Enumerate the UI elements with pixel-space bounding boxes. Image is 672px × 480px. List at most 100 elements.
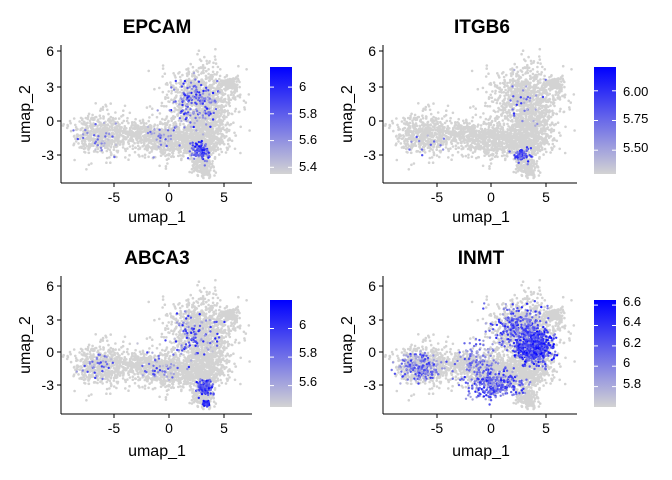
cell-point: [214, 108, 218, 111]
cell-point: [513, 154, 516, 157]
cell-point: [211, 340, 214, 343]
scatter-points: [61, 47, 251, 180]
cell-point: [469, 348, 472, 351]
cell-point: [535, 340, 538, 343]
cell-point: [172, 364, 176, 367]
cell-point: [167, 139, 170, 142]
cell-point: [203, 353, 206, 356]
cell-point: [415, 374, 418, 377]
cell-point: [495, 323, 499, 327]
cell-point: [471, 398, 474, 401]
cell-point: [488, 329, 491, 332]
cell-point: [177, 349, 180, 352]
cell-point: [507, 316, 510, 320]
cell-point: [204, 152, 208, 155]
cell-point: [188, 85, 191, 89]
cell-point: [523, 352, 526, 356]
cell-point: [158, 369, 162, 372]
cell-point: [141, 364, 144, 368]
cell-point: [468, 368, 471, 371]
cell-point: [477, 394, 480, 397]
cell-point: [525, 302, 529, 305]
cell-point: [490, 390, 493, 393]
cell-point: [105, 355, 108, 359]
cell-point: [152, 364, 155, 367]
cell-point: [503, 345, 506, 348]
cell-point: [521, 119, 524, 123]
cell-point: [158, 145, 161, 149]
cell-point: [546, 344, 549, 347]
cell-point: [178, 322, 181, 325]
cell-point: [522, 387, 525, 390]
cell-point: [187, 341, 191, 344]
cell-point: [488, 380, 491, 384]
cell-point: [493, 376, 496, 379]
cell-point: [198, 112, 201, 115]
cell-point: [211, 118, 215, 121]
cell-point: [195, 129, 198, 132]
cell-point: [474, 390, 477, 393]
cell-point: [522, 97, 525, 100]
cell-point: [519, 319, 522, 323]
colorbar-tick-label: 6: [299, 317, 306, 332]
cell-point: [543, 342, 546, 345]
x-tick-label: 5: [220, 420, 228, 436]
cell-point: [207, 151, 210, 154]
cell-point: [100, 365, 104, 368]
cell-point: [524, 328, 527, 331]
x-tick-label: -5: [108, 189, 121, 205]
cell-point: [520, 306, 524, 309]
cell-point: [531, 336, 534, 339]
cell-point: [533, 347, 536, 350]
x-tick-label: 0: [165, 189, 173, 205]
cell-point: [535, 364, 538, 367]
cell-point: [166, 129, 170, 132]
cell-point: [526, 163, 529, 166]
cell-point: [92, 134, 96, 137]
cell-point: [497, 379, 500, 382]
cell-point: [178, 103, 181, 106]
cell-point: [165, 144, 168, 148]
cell-point: [184, 343, 188, 346]
cell-point: [205, 346, 208, 350]
cell-point: [494, 389, 498, 393]
cell-point: [489, 399, 493, 402]
cell-point: [414, 379, 417, 382]
cell-point: [515, 322, 518, 326]
cell-point: [458, 351, 461, 354]
cell-point: [522, 156, 526, 160]
cell-point: [525, 378, 528, 381]
cell-point: [204, 403, 207, 406]
cell-point: [191, 340, 194, 343]
cell-point: [92, 366, 96, 369]
cell-point: [206, 341, 209, 344]
cell-point: [522, 324, 525, 327]
cell-point: [208, 378, 211, 382]
colorbar-tick-label: 5.8: [299, 106, 317, 121]
cell-point: [183, 332, 187, 336]
cell-point: [198, 329, 201, 332]
cell-point: [520, 389, 523, 392]
cell-point: [185, 98, 188, 101]
cell-point: [426, 358, 430, 361]
cell-point: [544, 354, 547, 358]
cell-point: [513, 68, 516, 72]
cell-point: [156, 371, 160, 374]
colorbar-tick-label: 6: [299, 79, 306, 94]
cell-point: [103, 355, 106, 358]
cell-point: [163, 373, 166, 376]
cell-point: [529, 96, 532, 100]
cell-point: [525, 85, 528, 88]
cell-point: [533, 335, 536, 339]
cell-point: [212, 392, 215, 395]
cell-point: [492, 369, 496, 372]
cell-point: [464, 349, 468, 352]
cell-point: [502, 379, 506, 382]
cell-point: [192, 125, 195, 129]
y-tick-label: 3: [46, 312, 54, 328]
cell-point: [182, 99, 185, 103]
cell-point: [510, 378, 513, 381]
cell-point: [533, 331, 537, 335]
cell-point: [519, 96, 522, 99]
cell-point: [453, 362, 457, 366]
